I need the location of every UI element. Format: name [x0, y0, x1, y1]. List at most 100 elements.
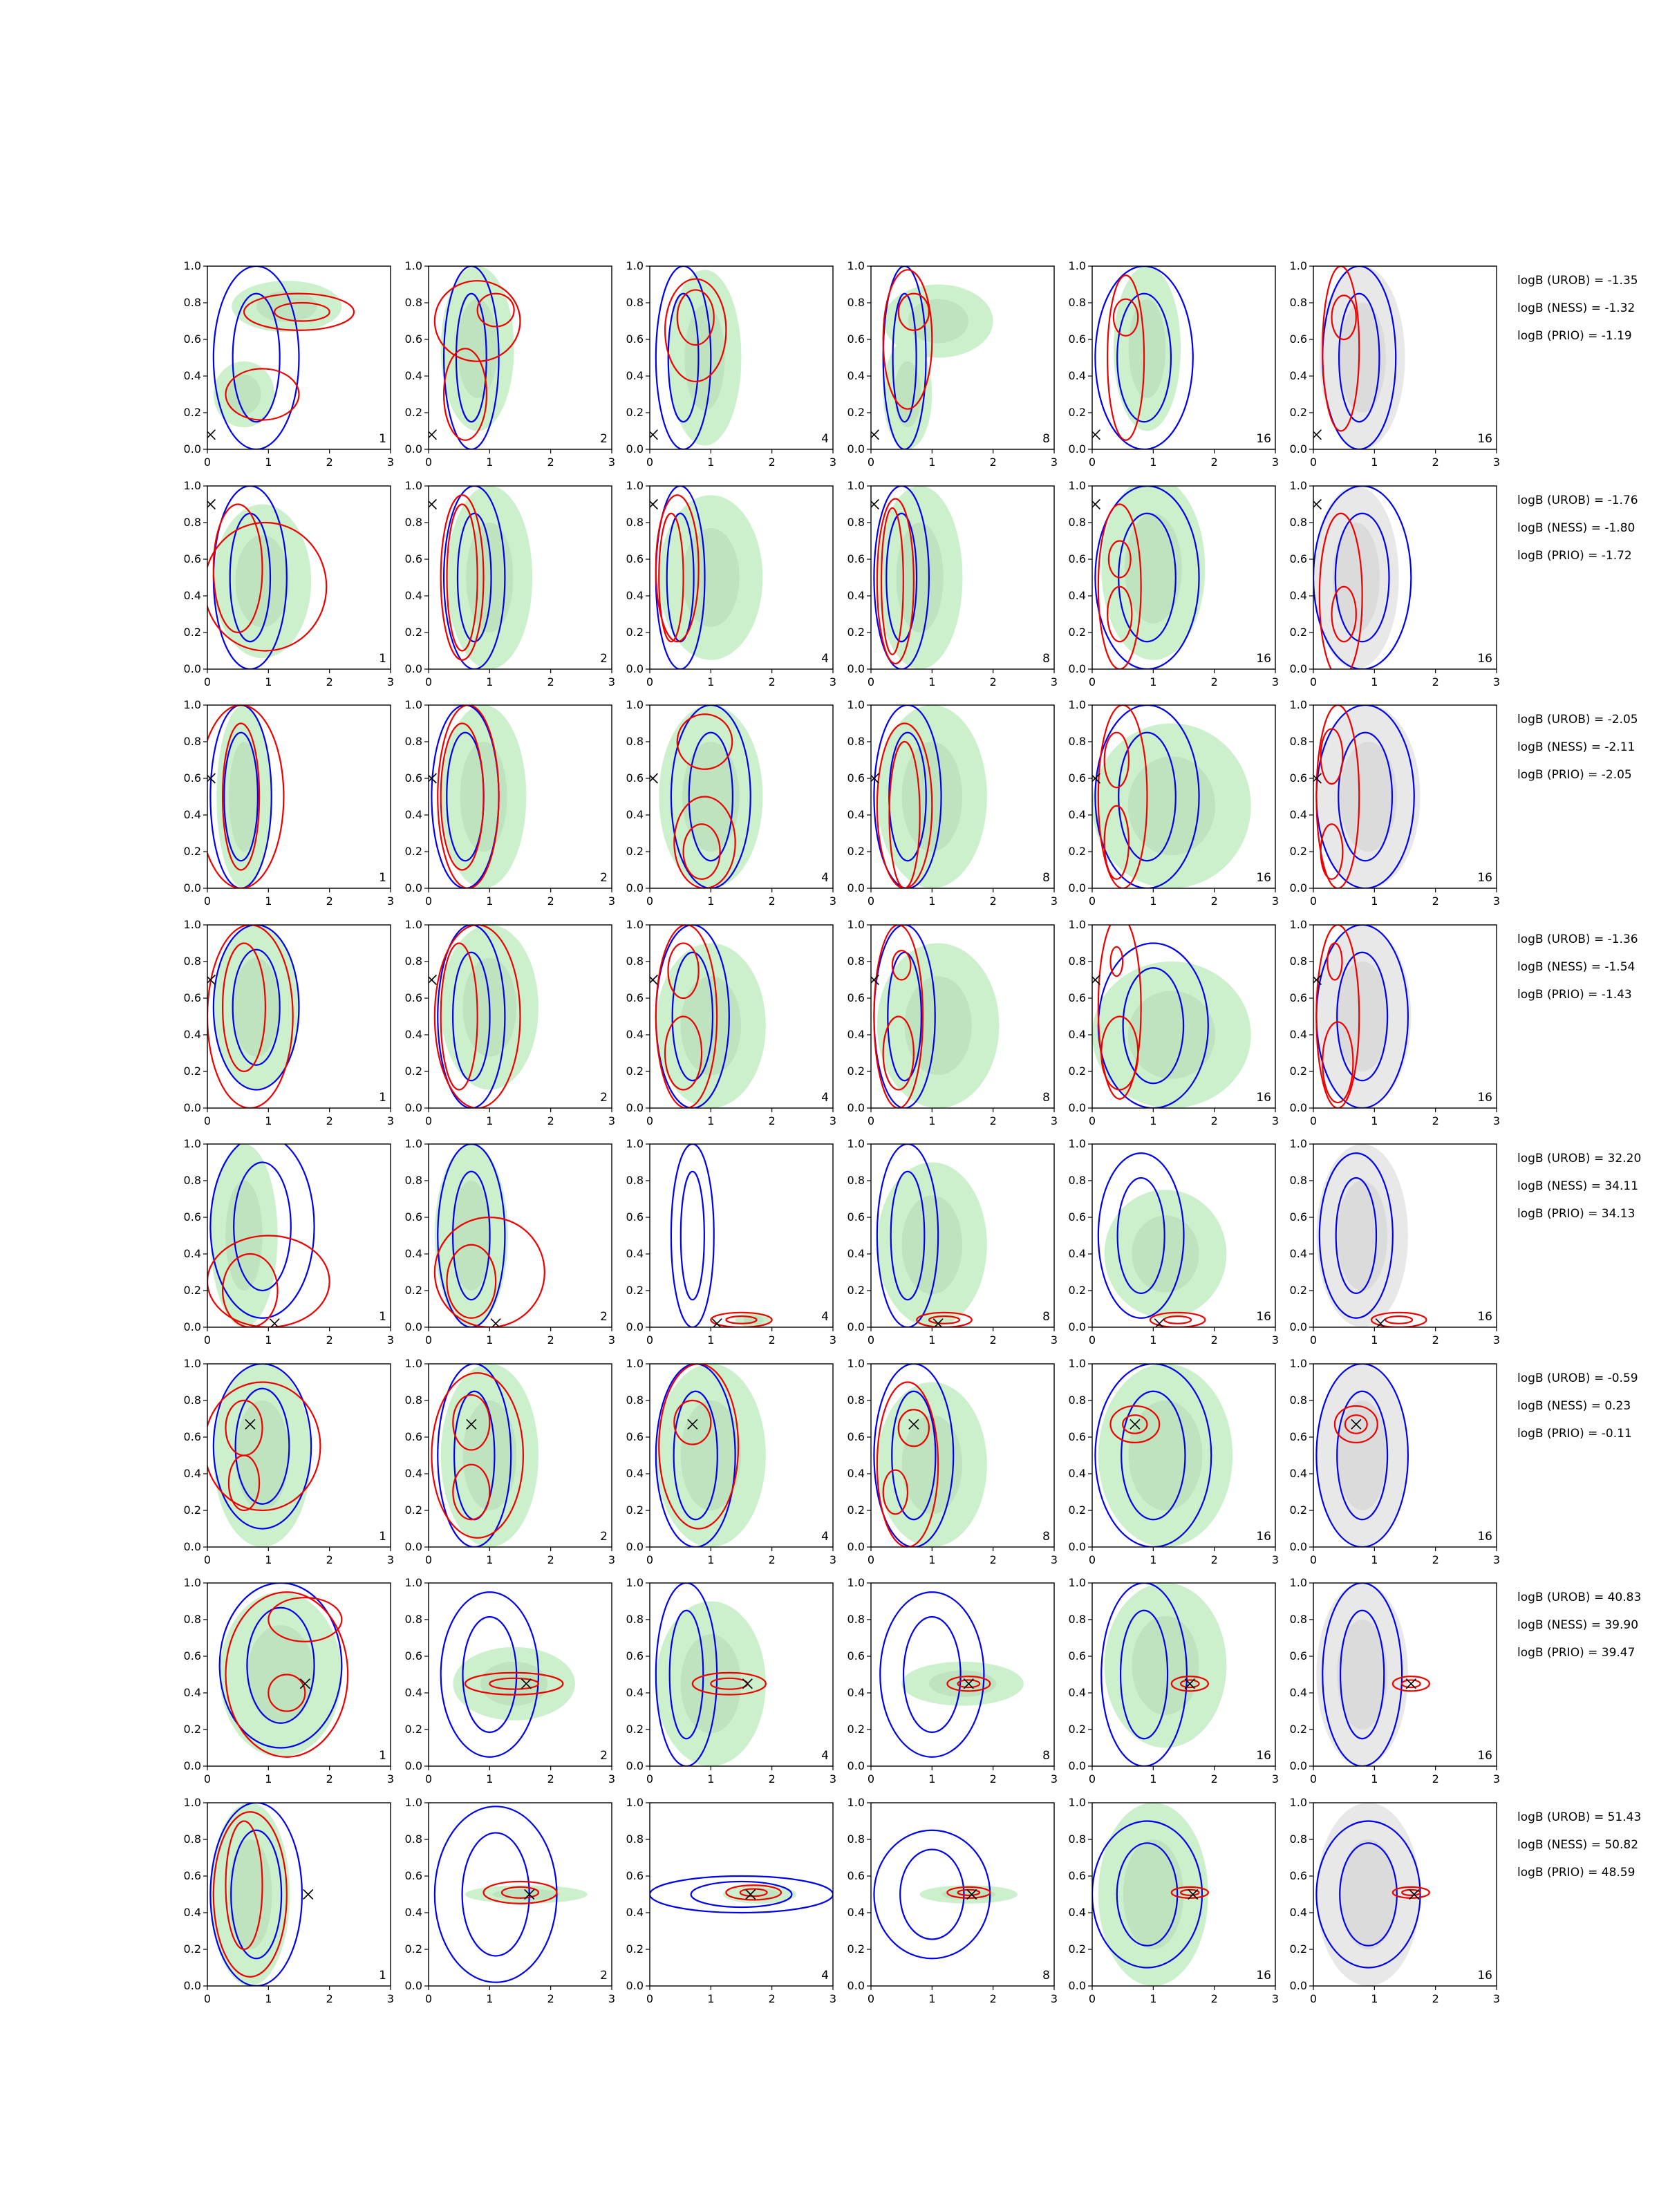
- y-tick-label: 0.8: [1069, 1394, 1086, 1407]
- x-tick-label: 3: [830, 1114, 836, 1127]
- blue-contour-outer: [1318, 1152, 1394, 1319]
- uniform-density-inner: [1127, 756, 1215, 856]
- uniform-density-inner: [229, 742, 259, 852]
- y-tick-label: 0.4: [1290, 369, 1307, 382]
- red-contour-inner: [1400, 1888, 1421, 1896]
- prior-density-inner: [1337, 1400, 1388, 1510]
- y-tick-label: 0.8: [1290, 1613, 1307, 1626]
- y-tick-label: 0.4: [626, 1686, 644, 1699]
- y-tick-label: 0.4: [847, 808, 865, 821]
- y-tick-label: 0.6: [626, 771, 644, 785]
- logb-ness: logB (NESS) = 0.23: [1517, 1399, 1631, 1413]
- uniform-density-inner: [1125, 513, 1182, 624]
- red-contour-outer: [207, 521, 328, 652]
- panel-r1-c2: 0 1 2 30.00.20.40.60.81.02: [405, 259, 616, 469]
- axes-frame: [428, 1802, 612, 1987]
- y-tick-label: 0.8: [405, 296, 422, 309]
- x-tick-label: 1: [1150, 1553, 1156, 1566]
- blue-contour-outer: [1315, 1820, 1421, 1969]
- uniform-density-inner: [682, 527, 740, 628]
- true-value-marker: [650, 498, 658, 510]
- y-tick-label: 0.6: [1290, 332, 1307, 346]
- panel-sample-size-label: 2: [600, 1530, 608, 1544]
- red-contour-inner: [897, 292, 930, 331]
- red-contour-inner: [897, 1409, 930, 1447]
- y-tick-label: 1.0: [1069, 259, 1086, 272]
- logb-urob: logB (UROB) = 51.43: [1517, 1810, 1641, 1824]
- x-tick-label: 3: [1493, 894, 1500, 908]
- y-tick-label: 0.2: [847, 1942, 865, 1956]
- y-tick-label: 0.4: [1290, 1247, 1307, 1260]
- red-contour-outer: [433, 280, 521, 362]
- panel-r7-c4: 0 1 2 3 0.0 0.2 0.4 0.6 0.8 1.0 8: [847, 1576, 1058, 1785]
- plot-area: [1313, 486, 1412, 669]
- x-tick-label: 1: [707, 1333, 714, 1347]
- x-tick-label: 3: [608, 456, 615, 469]
- x-tick-label: 1: [928, 1553, 935, 1566]
- x-tick-label: 3: [1051, 675, 1058, 688]
- x-tick-label: 1: [928, 456, 935, 469]
- blue-contour-outer: [437, 1364, 512, 1547]
- y-tick-label: 0.0: [1290, 1759, 1307, 1772]
- blue-contour-inner: [671, 951, 714, 1082]
- y-tick-label: 1.0: [184, 1576, 201, 1589]
- y-tick-label: 0.4: [1290, 1028, 1307, 1041]
- y-tick-label: 0.0: [1290, 1979, 1307, 1992]
- x-tick-label: 2: [1432, 1553, 1439, 1566]
- y-tick-label: 1.0: [626, 259, 644, 272]
- blue-contour-outer: [1094, 705, 1200, 888]
- y-tick-label: 0.2: [184, 1065, 201, 1078]
- red-contour-inner: [446, 1244, 497, 1319]
- logb-urob: logB (UROB) = -1.35: [1517, 274, 1638, 288]
- y-tick-label: 1.0: [184, 259, 201, 272]
- red-contour-outer: [725, 1884, 782, 1901]
- blue-contour-outer: [218, 1583, 343, 1749]
- blue-contour-outer: [650, 1875, 833, 1914]
- red-contour-outer: [440, 494, 485, 661]
- red-contour-inner: [1344, 1414, 1368, 1434]
- x-tick-label: 1: [486, 1772, 493, 1785]
- axes-frame: [870, 1143, 1055, 1328]
- y-tick-label: 0.4: [626, 1247, 644, 1260]
- true-value-marker: [1092, 773, 1100, 784]
- y-tick-label: 0.2: [847, 845, 865, 858]
- true-value-marker: [1351, 1418, 1362, 1430]
- y-tick-label: 0.8: [1290, 1174, 1307, 1187]
- axes-frame: [428, 924, 612, 1109]
- y-tick-label: 1.0: [405, 1576, 422, 1589]
- y-tick-label: 1.0: [1069, 1576, 1086, 1589]
- y-tick-label: 0.2: [184, 406, 201, 419]
- axes-frame: [428, 265, 612, 450]
- red-contour-inner: [1385, 1315, 1414, 1324]
- y-tick-label: 0.8: [1069, 955, 1086, 968]
- y-tick-label: 0.8: [184, 735, 201, 748]
- y-tick-label: 0.6: [1069, 1869, 1086, 1882]
- x-tick-label: 1: [1150, 456, 1156, 469]
- red-contour-inner: [274, 301, 330, 322]
- axes-frame: [1091, 1582, 1276, 1767]
- plot-area: [1315, 1364, 1409, 1547]
- x-tick-label: 3: [830, 1772, 836, 1785]
- panel-sample-size-label: 1: [379, 1091, 386, 1105]
- blue-contour-inner: [1339, 1609, 1385, 1740]
- red-contour-outer: [655, 494, 700, 643]
- y-tick-label: 0.0: [626, 881, 644, 894]
- y-tick-label: 0.8: [626, 296, 644, 309]
- y-tick-label: 1.0: [405, 698, 422, 711]
- plot-area: [1315, 1803, 1430, 1986]
- y-tick-label: 1.0: [847, 1137, 865, 1150]
- axes-frame: [1091, 1143, 1276, 1328]
- y-tick-label: 1.0: [1069, 1357, 1086, 1370]
- y-tick-label: 0.4: [405, 808, 422, 821]
- y-tick-label: 1.0: [1290, 479, 1307, 492]
- red-contour-inner: [1112, 298, 1139, 337]
- plot-area: [429, 266, 521, 449]
- axes-frame: [1091, 704, 1276, 889]
- red-contour-outer: [655, 925, 718, 1108]
- plot-area: [1313, 925, 1412, 1108]
- red-contour-inner: [888, 740, 921, 888]
- true-value-marker: [429, 974, 437, 986]
- red-contour-inner: [891, 950, 912, 981]
- y-tick-label: 0.8: [184, 1174, 201, 1187]
- y-tick-label: 1.0: [847, 259, 865, 272]
